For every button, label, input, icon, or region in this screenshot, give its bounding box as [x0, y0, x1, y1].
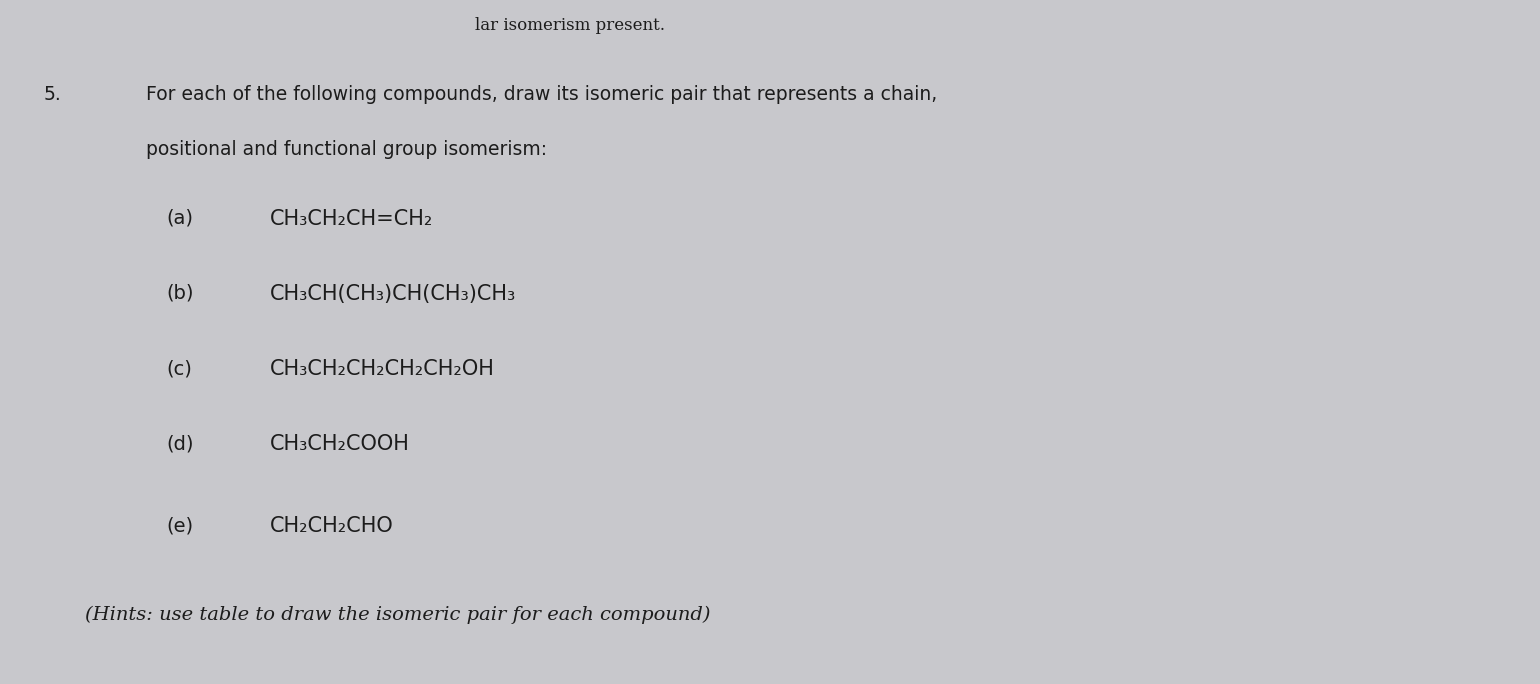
Text: CH₃CH(CH₃)CH(CH₃)CH₃: CH₃CH(CH₃)CH(CH₃)CH₃ — [270, 284, 516, 304]
Text: (c): (c) — [166, 359, 192, 378]
Text: positional and functional group isomerism:: positional and functional group isomeris… — [146, 140, 547, 159]
Text: 5.: 5. — [43, 86, 62, 105]
Text: lar isomerism present.: lar isomerism present. — [474, 17, 665, 34]
Text: CH₃CH₂CH=CH₂: CH₃CH₂CH=CH₂ — [270, 209, 433, 228]
Text: (a): (a) — [166, 209, 194, 228]
Text: (b): (b) — [166, 284, 194, 303]
Text: CH₃CH₂CH₂CH₂CH₂OH: CH₃CH₂CH₂CH₂CH₂OH — [270, 359, 494, 379]
Text: (d): (d) — [166, 434, 194, 453]
Text: For each of the following compounds, draw its isomeric pair that represents a ch: For each of the following compounds, dra… — [146, 86, 938, 105]
Text: (Hints: use table to draw the isomeric pair for each compound): (Hints: use table to draw the isomeric p… — [85, 605, 710, 624]
Text: CH₂CH₂CHO: CH₂CH₂CHO — [270, 516, 393, 536]
Text: CH₃CH₂COOH: CH₃CH₂COOH — [270, 434, 410, 454]
Text: (e): (e) — [166, 516, 194, 536]
